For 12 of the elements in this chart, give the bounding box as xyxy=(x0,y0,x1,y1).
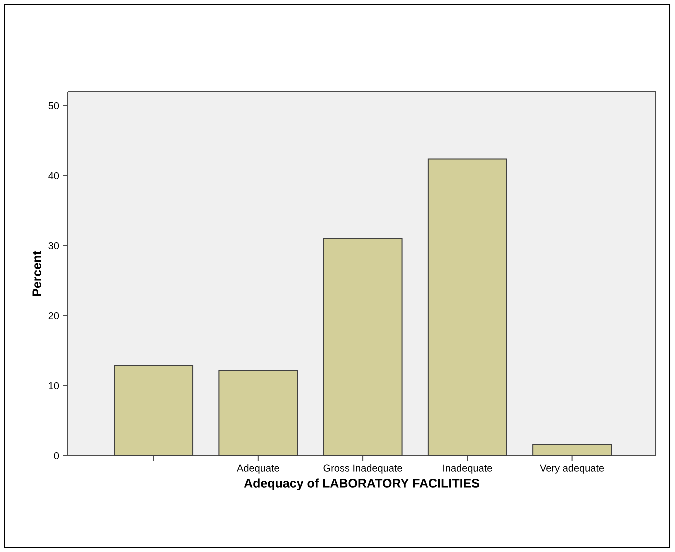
x-tick-label: Inadequate xyxy=(444,464,492,474)
y-tick-label: 10 xyxy=(49,382,60,390)
y-tick-label: 30 xyxy=(48,242,60,250)
x-tick-label: Gross Inadequate xyxy=(324,464,402,474)
y-axis-title: Percent xyxy=(32,251,42,296)
x-tick-label: Very adequate xyxy=(540,464,604,474)
y-tick-label: 20 xyxy=(48,312,60,320)
y-tick-label: 40 xyxy=(48,172,60,180)
y-tick-label: 50 xyxy=(48,102,60,110)
x-tick-label: Adequate xyxy=(237,464,280,474)
x-axis-title: Adequacy of LABORATORY FACILITIES xyxy=(244,478,480,490)
y-tick-label: 0 xyxy=(54,452,60,460)
